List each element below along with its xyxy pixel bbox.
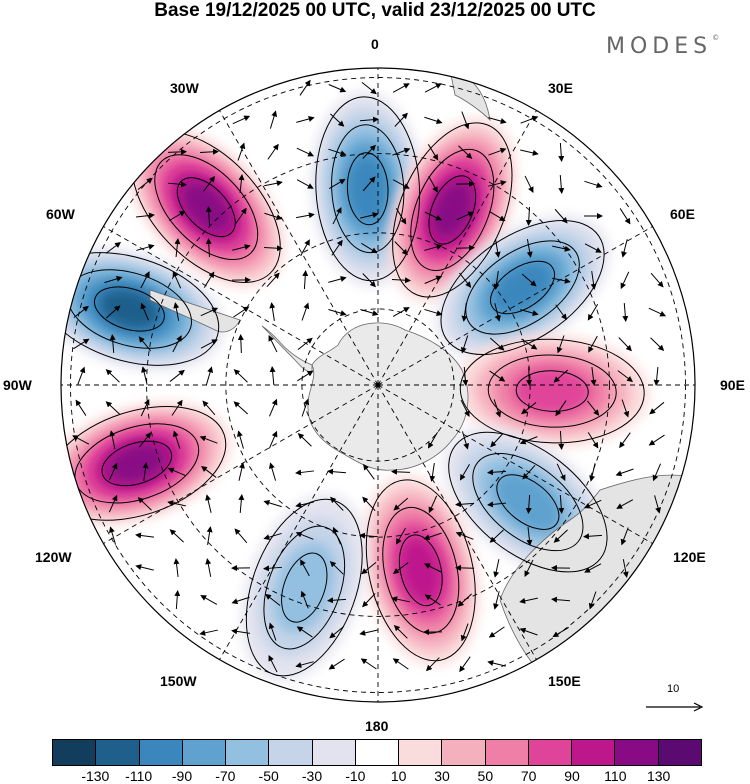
colorbar-bin-0 — [53, 740, 96, 765]
wind-vector — [456, 248, 474, 249]
lon-label-90e: 90E — [720, 377, 745, 393]
lon-label-60e: 60E — [670, 206, 695, 222]
colorbar-bin-8 — [399, 740, 442, 765]
colorbar-bin-2 — [140, 740, 183, 765]
arrow-right-icon — [644, 683, 706, 717]
colorbar-bin-13 — [615, 740, 658, 765]
colorbar-tick-label: -70 — [215, 768, 235, 784]
colorbar-tick-label: -50 — [259, 768, 279, 784]
colorbar-bin-3 — [183, 740, 226, 765]
colorbar-tick-label: -130 — [81, 768, 109, 784]
lon-label-150e: 150E — [548, 673, 581, 689]
south-pole-marker — [376, 383, 381, 388]
lon-label-90w: 90W — [3, 377, 32, 393]
lon-label-60w: 60W — [46, 206, 75, 222]
lon-label-150w: 150W — [160, 673, 197, 689]
colorbar-tick-label: 130 — [647, 768, 670, 784]
colorbar-bin-10 — [486, 740, 529, 765]
lon-label-30w: 30W — [170, 80, 199, 96]
colorbar-tick-label: 10 — [391, 768, 407, 784]
lon-label-30e: 30E — [548, 80, 573, 96]
lon-label-0: 0 — [371, 36, 379, 52]
colorbar — [52, 739, 702, 766]
colorbar-bin-5 — [269, 740, 312, 765]
colorbar-tick-label: -90 — [172, 768, 192, 784]
wind-vector — [168, 152, 186, 153]
colorbar-tick-label: 70 — [521, 768, 537, 784]
colorbar-tick-label: -110 — [125, 768, 152, 784]
colorbar-tick-label: 50 — [478, 768, 494, 784]
colorbar-ticks: -130 -110 -90 -70 -50 -30 -10 10 30 50 70 90 110 130 — [52, 768, 702, 783]
colorbar-bin-6 — [313, 740, 356, 765]
colorbar-bin-1 — [96, 740, 139, 765]
colorbar-bin-14 — [659, 740, 701, 765]
colorbar-tick-label: -10 — [345, 768, 365, 784]
colorbar-tick-label: -30 — [302, 768, 322, 784]
colorbar-tick-label: 30 — [434, 768, 450, 784]
colorbar-bin-7 — [356, 740, 399, 765]
lon-label-180: 180 — [365, 718, 388, 734]
colorbar-bin-12 — [572, 740, 615, 765]
colorbar-bin-9 — [442, 740, 485, 765]
colorbar-tick-label: 90 — [564, 768, 580, 784]
colorbar-bin-11 — [529, 740, 572, 765]
wind-vector — [529, 367, 530, 385]
lon-label-120e: 120E — [673, 549, 706, 565]
colorbar-bin-4 — [226, 740, 269, 765]
lon-label-120w: 120W — [35, 549, 72, 565]
colorbar-tick-label: 110 — [604, 768, 626, 784]
